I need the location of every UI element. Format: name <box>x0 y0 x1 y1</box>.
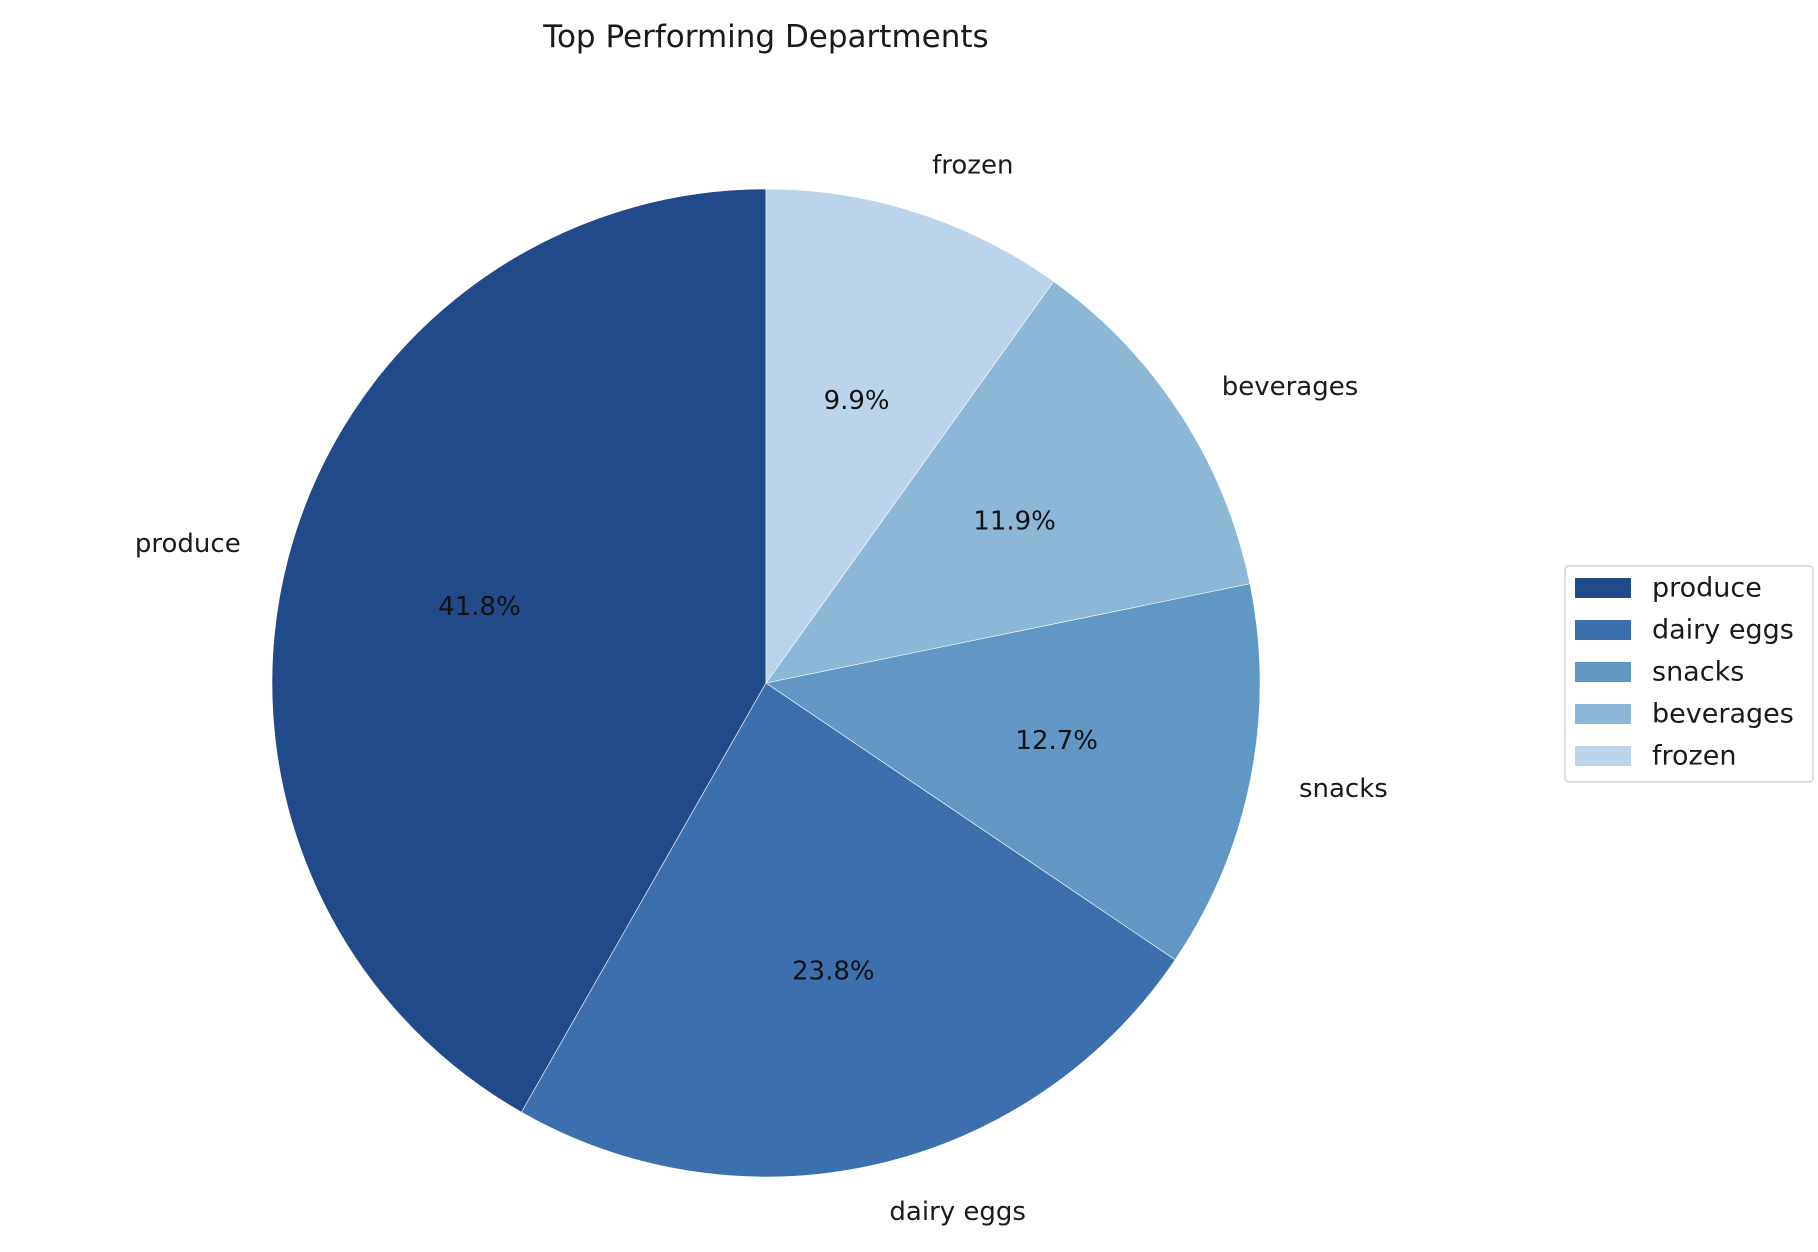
legend-label-dairy-eggs: dairy eggs <box>1652 615 1794 646</box>
chart-title: Top Performing Departments <box>542 19 988 55</box>
pie-slice-beverages <box>765 280 1251 684</box>
slice-label-beverages: beverages <box>1222 372 1359 402</box>
slice-label-dairy-eggs: dairy eggs <box>889 1197 1026 1227</box>
slice-label-frozen: frozen <box>932 151 1013 181</box>
legend-items: produce dairy eggs snacks beverages frozen <box>1575 573 1794 772</box>
pie-slice-snacks <box>765 583 1261 961</box>
slice-labels: produce dairy eggs snacks beverages frozen <box>135 151 1388 1228</box>
pct-label-snacks: 12.7% <box>1015 726 1098 756</box>
pct-label-beverages: 11.9% <box>973 507 1056 537</box>
pct-label-frozen: 9.9% <box>824 386 890 416</box>
pie-slice-produce <box>271 188 767 1113</box>
legend-swatch-beverages <box>1575 704 1631 724</box>
legend-swatch-produce <box>1575 578 1631 598</box>
legend-swatch-snacks <box>1575 662 1631 682</box>
legend-swatch-frozen <box>1575 746 1631 766</box>
pie-slice-dairy-eggs <box>521 682 1176 1178</box>
pct-label-produce: 41.8% <box>438 592 521 622</box>
legend-label-snacks: snacks <box>1652 657 1744 688</box>
legend-swatch-dairy-eggs <box>1575 620 1631 640</box>
legend-label-frozen: frozen <box>1652 741 1736 772</box>
legend-label-beverages: beverages <box>1652 699 1794 730</box>
slice-label-snacks: snacks <box>1299 774 1388 804</box>
pie-slices <box>271 188 1261 1178</box>
pct-label-dairy-eggs: 23.8% <box>792 957 875 987</box>
slice-label-produce: produce <box>135 529 241 559</box>
percentage-labels: 41.8% 23.8% 12.7% 11.9% 9.9% <box>438 386 1098 987</box>
pie-slice-frozen <box>765 188 1055 684</box>
legend: produce dairy eggs snacks beverages frozen <box>1564 565 1814 783</box>
legend-label-produce: produce <box>1652 573 1762 604</box>
